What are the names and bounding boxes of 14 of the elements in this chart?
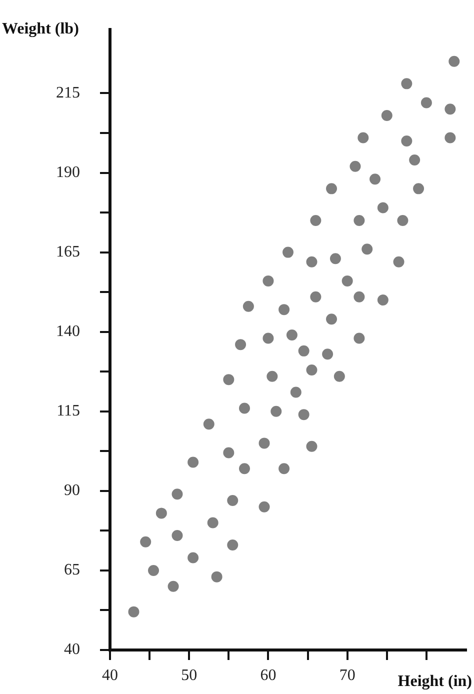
x-axis-title: Height (in) <box>398 673 472 690</box>
y-tick-label: 165 <box>56 244 80 261</box>
y-tick-label: 140 <box>56 323 80 340</box>
y-tick-label: 190 <box>56 164 80 181</box>
y-tick-label: 115 <box>56 402 80 420</box>
y-tick-label: 90 <box>64 482 80 500</box>
x-tick-label: 70 <box>339 666 356 684</box>
y-axis-title: Weight (lb) <box>2 20 79 38</box>
y-tick-label: 40 <box>64 641 80 658</box>
y-tick-label: 215 <box>56 84 80 102</box>
x-tick-label: 60 <box>260 666 276 684</box>
x-tick-label: 50 <box>181 666 198 684</box>
y-tick-label: 65 <box>64 562 80 579</box>
x-tick-label: 40 <box>102 666 118 684</box>
